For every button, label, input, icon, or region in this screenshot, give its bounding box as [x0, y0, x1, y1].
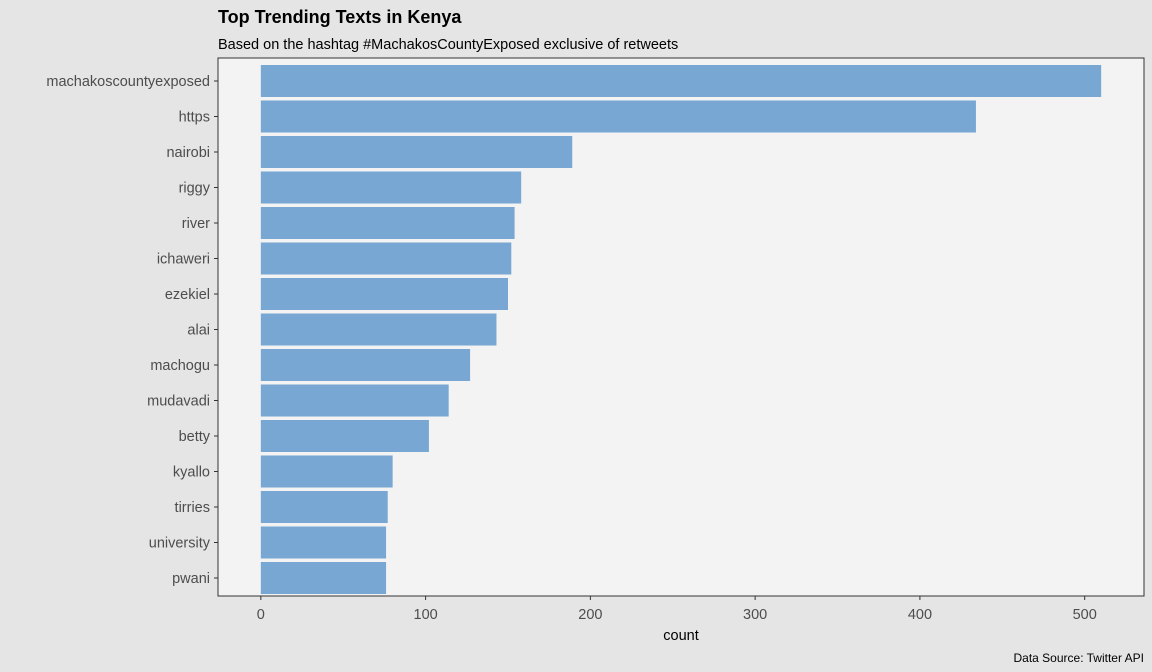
y-tick-label: ichaweri [157, 252, 210, 268]
bar-tirries [260, 491, 388, 523]
bar-machogu [260, 349, 471, 381]
x-tick-label: 200 [578, 607, 602, 623]
y-tick-label: https [179, 110, 210, 126]
bar-mudavadi [260, 384, 449, 417]
y-tick-label: alai [187, 323, 210, 339]
bars-group [260, 65, 1102, 594]
bar-pwani [260, 562, 387, 594]
bar-nairobi [260, 136, 573, 168]
x-axis: 0 100 200 300 400 500 [257, 596, 1097, 623]
bar-university [260, 526, 387, 559]
y-tick-label: university [149, 536, 211, 552]
bar-alai [260, 313, 497, 346]
y-tick-label: pwani [172, 571, 210, 587]
chart-caption: Data Source: Twitter API [1013, 651, 1144, 665]
y-tick-label: machogu [150, 358, 210, 374]
y-tick-label: riggy [179, 181, 211, 197]
y-tick-label: nairobi [166, 145, 210, 161]
chart-subtitle: Based on the hashtag #MachakosCountyExpo… [218, 37, 678, 53]
chart-title: Top Trending Texts in Kenya [218, 7, 462, 27]
bar-riggy [260, 171, 522, 204]
x-tick-label: 500 [1073, 607, 1097, 623]
bar-kyallo [260, 455, 393, 488]
x-axis-title: count [663, 628, 698, 644]
x-tick-label: 100 [414, 607, 438, 623]
x-tick-label: 400 [908, 607, 932, 623]
bar-river [260, 207, 515, 239]
x-tick-label: 300 [743, 607, 767, 623]
y-tick-label: machakoscountyexposed [46, 74, 210, 90]
bar-ezekiel [260, 278, 508, 310]
y-tick-label: betty [179, 429, 211, 445]
bar-machakoscountyexposed [260, 65, 1102, 97]
y-tick-label: mudavadi [147, 394, 210, 410]
y-tick-label: kyallo [173, 465, 210, 481]
bar-ichaweri [260, 242, 512, 275]
y-tick-label: river [182, 216, 210, 232]
bar-betty [260, 420, 429, 452]
y-tick-label: ezekiel [165, 287, 210, 303]
y-tick-label: tirries [175, 500, 210, 516]
x-tick-label: 0 [257, 607, 265, 623]
y-axis-labels: machakoscountyexposed https nairobi riggy ri… [46, 74, 218, 587]
bar-https [260, 100, 976, 133]
